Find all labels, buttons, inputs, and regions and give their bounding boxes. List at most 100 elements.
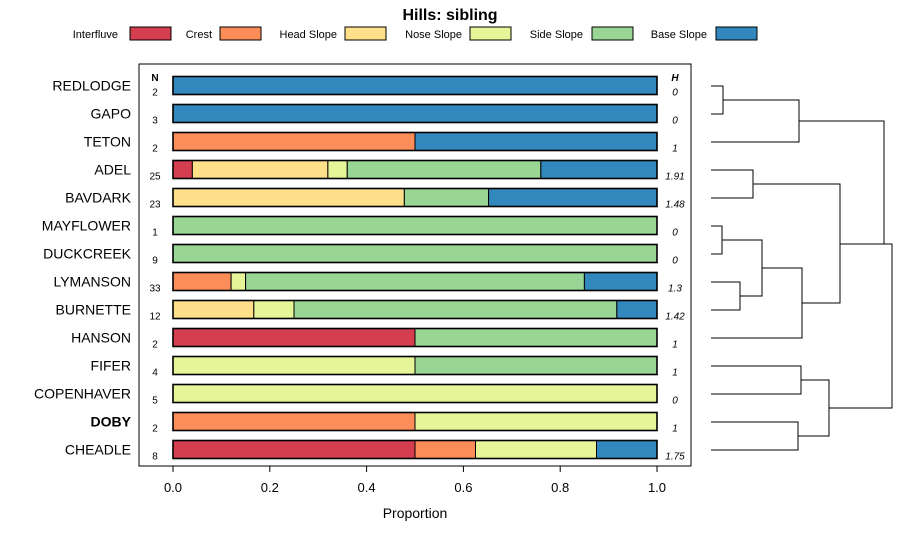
x-tick-label: 0.6 <box>454 480 472 495</box>
legend-swatch <box>715 26 758 41</box>
dendrogram-branch <box>711 225 723 255</box>
bar-outline <box>172 439 658 460</box>
plot-frame <box>138 63 692 467</box>
bar-segment <box>172 440 416 459</box>
dendrogram-branch <box>711 99 800 143</box>
bar-outline <box>172 159 658 180</box>
legend-label: Crest <box>186 29 212 41</box>
h-value: 0 <box>672 396 678 407</box>
bar-segment <box>414 412 658 431</box>
bar-segment <box>172 104 658 123</box>
bar-segment <box>346 160 542 179</box>
n-header: N <box>151 73 158 84</box>
h-value: 0 <box>672 88 678 99</box>
legend-swatch <box>469 26 512 41</box>
bar-segment <box>172 300 255 319</box>
category-label: CHEADLE <box>65 442 131 458</box>
bars <box>172 75 658 460</box>
category-labels: REDLODGE GAPO TETON ADEL BAVDARK MAYFLOWER DUC… <box>34 78 132 458</box>
bar-segment <box>488 188 658 207</box>
bar-segment <box>475 440 597 459</box>
x-tick-label: 0.2 <box>261 480 279 495</box>
category-label: BAVDARK <box>65 190 132 206</box>
n-value: 3 <box>152 116 158 127</box>
bar-segment <box>172 216 658 235</box>
bar-segment <box>172 328 416 347</box>
h-value: 1.42 <box>665 312 685 323</box>
legend-swatch <box>219 26 262 41</box>
dendrogram-branch <box>711 267 803 339</box>
n-value: 8 <box>152 452 158 463</box>
bar-segment <box>172 272 232 291</box>
category-label: HANSON <box>71 330 131 346</box>
h-value: 1 <box>672 340 678 351</box>
legend-swatch <box>591 26 634 41</box>
bar-segment <box>293 300 618 319</box>
bar-segment <box>172 76 658 95</box>
dendrogram-branch <box>753 183 841 304</box>
bar-segment <box>414 356 658 375</box>
x-tick-label: 1.0 <box>648 480 666 495</box>
legend-swatch <box>129 26 172 41</box>
n-value: 1 <box>152 228 158 239</box>
bar-segment <box>172 188 405 207</box>
bar-segment <box>583 272 658 291</box>
bar-segment <box>596 440 658 459</box>
bar-segment <box>191 160 329 179</box>
dendrogram-branch <box>722 239 763 297</box>
h-value: 1.91 <box>665 172 684 183</box>
category-label: ADEL <box>94 162 131 178</box>
legend-label: Interfluve <box>73 29 118 41</box>
bar-segment <box>540 160 658 179</box>
bar-segment <box>172 244 658 263</box>
bar-segment <box>172 132 416 151</box>
h-value: 1 <box>672 424 678 435</box>
n-value: 5 <box>152 396 158 407</box>
bar-outline <box>172 243 658 264</box>
category-label: FIFER <box>91 358 131 374</box>
x-axis: 0.0 0.2 0.4 0.6 0.8 1.0 <box>164 466 666 495</box>
n-value: 9 <box>152 256 158 267</box>
category-label: DUCKCREEK <box>43 246 132 262</box>
category-label: BURNETTE <box>56 302 131 318</box>
bar-segment <box>414 440 476 459</box>
bar-segment <box>245 272 585 291</box>
dendrogram <box>711 85 893 451</box>
n-value: 2 <box>152 88 158 99</box>
bar-segment <box>172 412 416 431</box>
category-label: MAYFLOWER <box>42 218 131 234</box>
dendrogram-branch <box>711 365 802 395</box>
bar-segment <box>172 356 416 375</box>
h-value: 0 <box>672 228 678 239</box>
n-value: 33 <box>149 284 161 295</box>
h-value: 1.48 <box>665 200 685 211</box>
bar-segment <box>403 188 490 207</box>
dendrogram-branch <box>711 421 799 451</box>
bar-segment <box>172 384 658 403</box>
chart-title: Hills: sibling <box>402 7 497 24</box>
bar-outline <box>172 75 658 96</box>
x-axis-title: Proportion <box>383 505 448 521</box>
bar-outline <box>172 411 658 432</box>
bar-outline <box>172 327 658 348</box>
category-label: TETON <box>84 134 131 150</box>
legend-swatch <box>344 26 387 41</box>
h-values: 0 0 1 1.91 1.48 0 0 1.3 1.42 1 1 0 1 1.75 <box>665 88 685 463</box>
h-value: 1 <box>672 144 678 155</box>
legend-label: Nose Slope <box>405 29 462 41</box>
legend-label: Side Slope <box>530 29 583 41</box>
h-value: 1 <box>672 368 678 379</box>
h-value: 1.3 <box>668 284 682 295</box>
bar-segment <box>616 300 658 319</box>
n-value: 2 <box>152 340 158 351</box>
category-label: COPENHAVER <box>34 386 131 402</box>
bar-segment <box>172 160 193 179</box>
bar-outline <box>172 187 658 208</box>
bar-outline <box>172 299 658 320</box>
bar-segment <box>414 132 658 151</box>
bar-segment <box>253 300 295 319</box>
h-value: 0 <box>672 116 678 127</box>
dendrogram-branch <box>798 379 830 437</box>
bar-outline <box>172 103 658 124</box>
